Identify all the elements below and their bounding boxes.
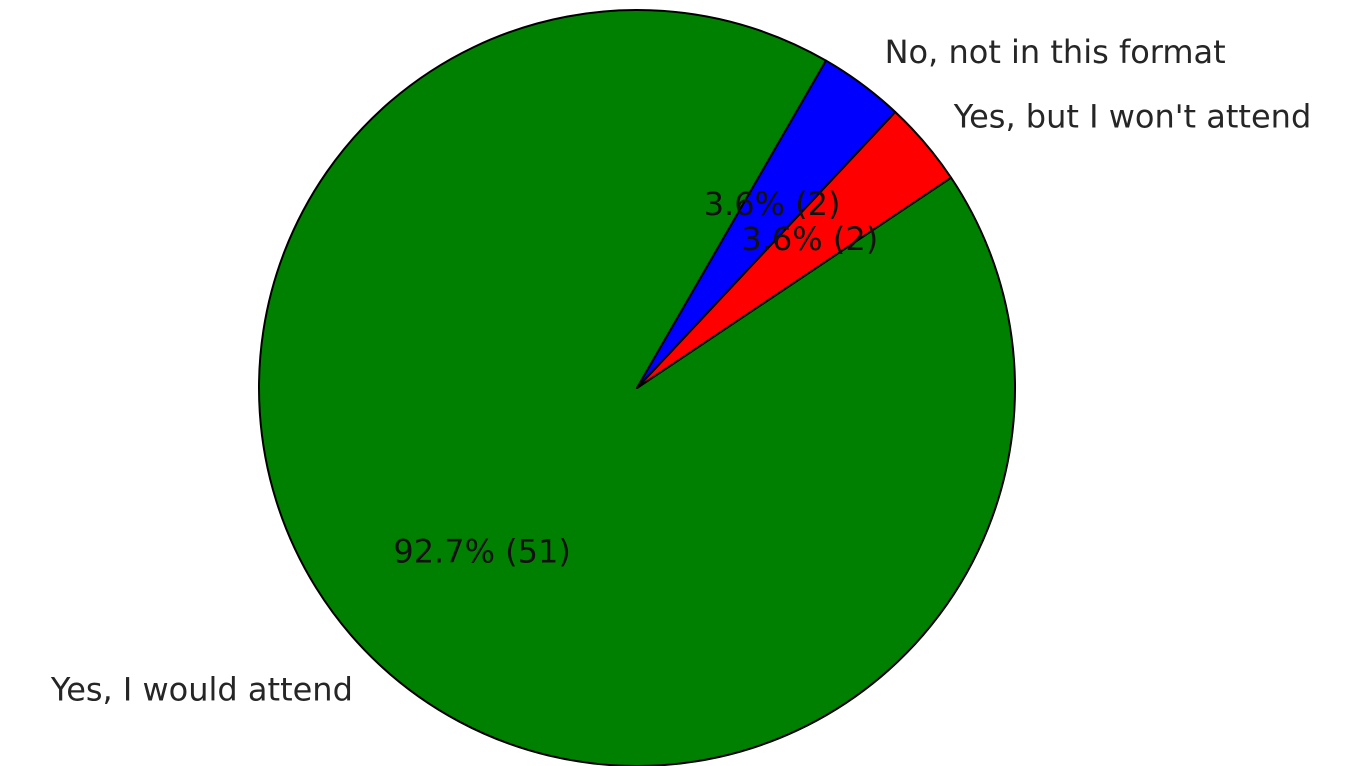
slice-label-yes-but-i-won-t-attend: Yes, but I won't attend xyxy=(953,98,1311,136)
slice-label-no-not-in-this-format: No, not in this format xyxy=(885,33,1226,71)
pct-label-no-not-in-this-format: 3.6% (2) xyxy=(704,185,841,223)
pie-slices xyxy=(258,9,1016,766)
pie-labels: Yes, I would attend 92.7% (51) Yes, but I … xyxy=(50,33,1311,709)
slice-label-yes-i-would-attend: Yes, I would attend xyxy=(50,671,353,709)
pct-label-yes-i-would-attend: 92.7% (51) xyxy=(393,533,571,571)
pie-slice-no-not-in-this-format xyxy=(636,59,897,389)
pct-label-yes-but-i-won-t-attend: 3.6% (2) xyxy=(741,220,878,258)
